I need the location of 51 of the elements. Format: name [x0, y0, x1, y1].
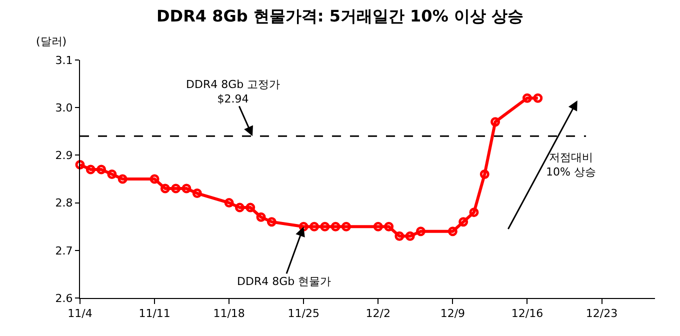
x-tick-label: 12/2 [366, 307, 390, 320]
point [160, 184, 170, 194]
y-axis-title: (달러) [36, 35, 67, 48]
ref-line-label: DDR4 8Gb 고정가 $2.94 [186, 78, 280, 106]
point [416, 226, 426, 236]
point [171, 184, 181, 194]
point [192, 188, 202, 198]
chart-title: DDR4 8Gb 현물가격: 5거래일간 10% 이상 상승 [156, 6, 524, 26]
point [384, 222, 394, 232]
y-tick-label: 3.0 [55, 101, 73, 114]
x-tick-label: 11/11 [138, 307, 170, 320]
point [96, 164, 106, 174]
y-tick-label: 2.7 [55, 244, 73, 258]
x-tick-label: 11/4 [68, 307, 92, 320]
point [469, 208, 479, 218]
point [86, 164, 96, 174]
x-tick-label: 11/25 [288, 307, 320, 320]
x-tick-label: 12/9 [440, 307, 466, 320]
point [373, 222, 383, 232]
point [533, 93, 543, 103]
x-tick-label: 11/18 [213, 307, 245, 320]
point [182, 184, 192, 194]
annotation: DDR4 8Gb 현물가 [237, 275, 332, 288]
point [448, 226, 458, 236]
point [75, 160, 85, 170]
point [266, 217, 276, 227]
point [234, 202, 244, 212]
point [320, 222, 330, 232]
y-tick-label: 2.9 [55, 149, 73, 162]
x-tick-label: 12/16 [511, 307, 544, 320]
point [341, 222, 351, 232]
point [394, 231, 404, 241]
point [458, 217, 468, 227]
point [522, 93, 532, 103]
point [150, 174, 160, 184]
point [107, 169, 117, 179]
point [256, 212, 266, 222]
y-tick-label: 2.6 [55, 292, 73, 305]
point [405, 231, 415, 241]
y-tick-label: 3.1 [55, 54, 73, 67]
point [310, 222, 320, 232]
annotation: 저점대비 10% 상승 [546, 151, 596, 178]
point [118, 174, 128, 184]
point [330, 222, 340, 232]
point [490, 117, 500, 127]
point [298, 222, 308, 232]
point [480, 169, 490, 179]
y-tick-label: 2.8 [55, 196, 73, 210]
point [224, 198, 234, 208]
x-tick-label: 12/23 [586, 307, 618, 320]
point [246, 202, 256, 212]
